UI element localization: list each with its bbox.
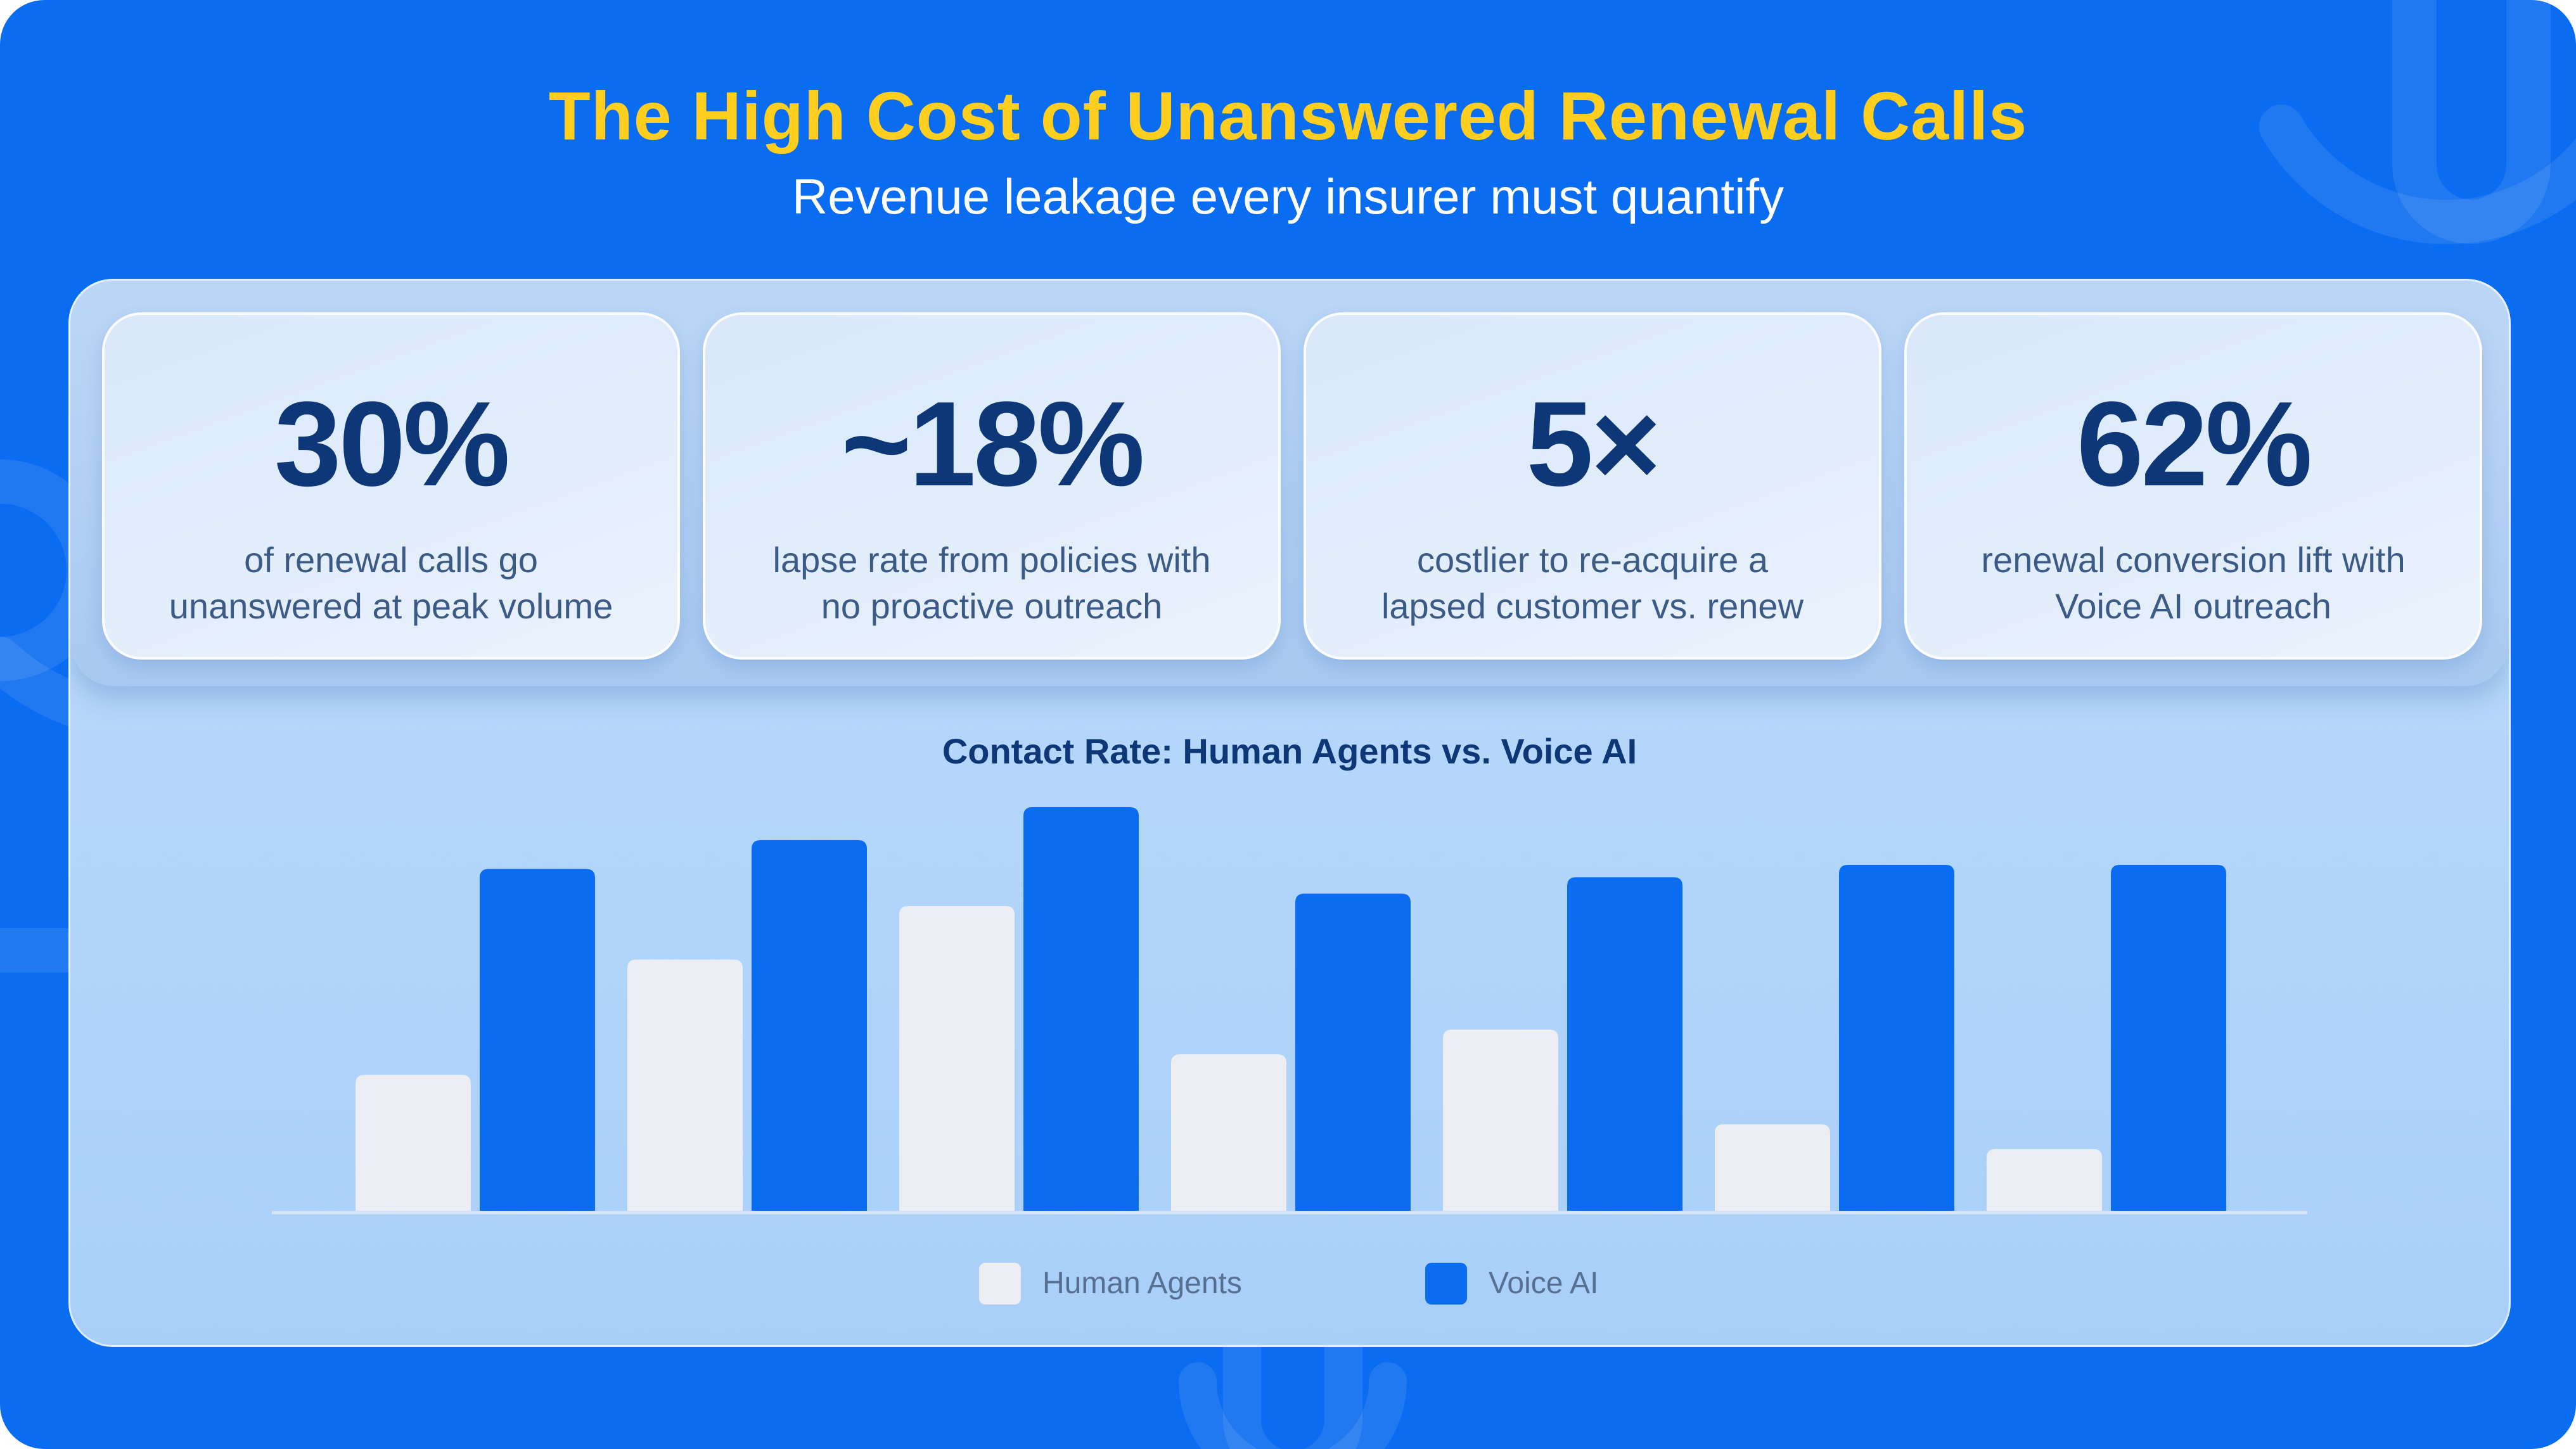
stat-description: of renewal calls go unanswered at peak v… xyxy=(143,537,639,629)
bar-voice-ai xyxy=(480,869,595,1211)
stat-card-conversion-lift: 62% renewal conversion lift with Voice A… xyxy=(1904,312,2482,660)
stat-card-lapse-rate: ~18% lapse rate from policies with no pr… xyxy=(703,312,1281,660)
stat-description-line: Voice AI outreach xyxy=(2055,586,2331,626)
bar-voice-ai xyxy=(1023,807,1139,1211)
page-title: The High Cost of Unanswered Renewal Call… xyxy=(548,77,2028,154)
content-panel: 30% of renewal calls go unanswered at pe… xyxy=(68,279,2511,1347)
bar-voice-ai xyxy=(1567,877,1682,1211)
stat-description-line: no proactive outreach xyxy=(821,586,1163,626)
stat-description-line: lapse rate from policies with xyxy=(772,540,1211,580)
stat-value: 5× xyxy=(1526,377,1662,511)
legend-label: Voice AI xyxy=(1489,1267,1599,1300)
bar-voice-ai xyxy=(1839,865,1954,1211)
stat-description-line: of renewal calls go xyxy=(244,540,538,580)
bar-human-agents xyxy=(899,906,1015,1211)
stat-value: 30% xyxy=(274,377,510,511)
stat-card-unanswered: 30% of renewal calls go unanswered at pe… xyxy=(102,312,680,660)
bar-voice-ai xyxy=(1295,893,1411,1211)
bar-chart xyxy=(272,807,2307,1215)
stat-description-line: renewal conversion lift with xyxy=(1981,540,2406,580)
bar-human-agents xyxy=(1715,1124,1830,1211)
bar-voice-ai xyxy=(2111,865,2226,1211)
chart-title: Contact Rate: Human Agents vs. Voice AI xyxy=(942,731,1637,771)
bar-human-agents xyxy=(1987,1149,2102,1211)
stat-description-line: unanswered at peak volume xyxy=(169,586,613,626)
bar-voice-ai xyxy=(752,840,867,1211)
stat-card-reacquire-cost: 5× costlier to re-acquire a lapsed custo… xyxy=(1304,312,1881,660)
bar-human-agents xyxy=(356,1075,471,1211)
bar-human-agents xyxy=(627,959,743,1211)
page-subtitle: Revenue leakage every insurer must quant… xyxy=(791,169,1785,224)
stat-description-line: costlier to re-acquire a xyxy=(1416,540,1768,580)
legend-swatch-voice-ai xyxy=(1425,1263,1467,1305)
stat-description: costlier to re-acquire a lapsed customer… xyxy=(1344,537,1841,629)
stat-description-line: lapsed customer vs. renew xyxy=(1381,586,1804,626)
legend-label: Human Agents xyxy=(1042,1267,1242,1300)
stat-description: lapse rate from policies with no proacti… xyxy=(743,537,1240,629)
stat-value: 62% xyxy=(2076,377,2312,511)
stat-value: ~18% xyxy=(841,377,1144,511)
legend-swatch-human-agents xyxy=(979,1263,1021,1305)
stat-description: renewal conversion lift with Voice AI ou… xyxy=(1945,537,2442,629)
bar-human-agents xyxy=(1443,1030,1558,1211)
bar-human-agents xyxy=(1171,1054,1286,1211)
